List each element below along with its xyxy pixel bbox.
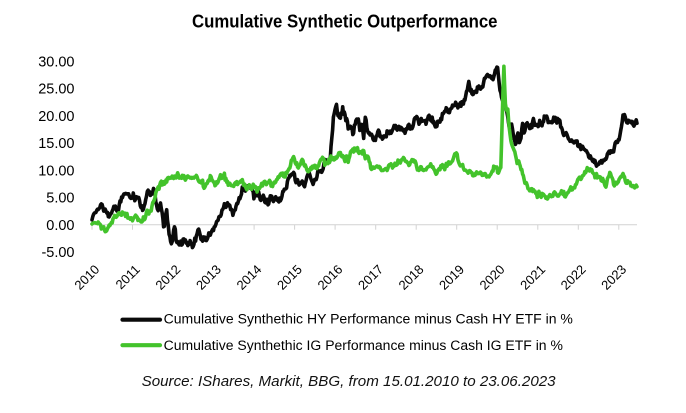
svg-text:10.00: 10.00: [38, 163, 74, 179]
svg-text:0.00: 0.00: [46, 218, 74, 234]
svg-text:Cumulative Synthethic HY Perfo: Cumulative Synthethic HY Performance min…: [164, 311, 573, 326]
svg-text:5.00: 5.00: [46, 191, 74, 207]
svg-text:-5.00: -5.00: [41, 245, 74, 261]
svg-text:25.00: 25.00: [38, 82, 74, 98]
svg-text:30.00: 30.00: [38, 55, 74, 71]
svg-text:Source: IShares, Markit, BBG,: Source: IShares, Markit, BBG, from 15.01…: [142, 374, 556, 390]
svg-text:15.00: 15.00: [38, 136, 74, 152]
svg-text:Cumulative Synthetic Outperfor: Cumulative Synthetic Outperformance: [192, 11, 498, 32]
svg-text:20.00: 20.00: [38, 109, 74, 125]
svg-text:Cumulative Synthethic IG Perfo: Cumulative Synthethic IG Performance min…: [164, 338, 563, 353]
